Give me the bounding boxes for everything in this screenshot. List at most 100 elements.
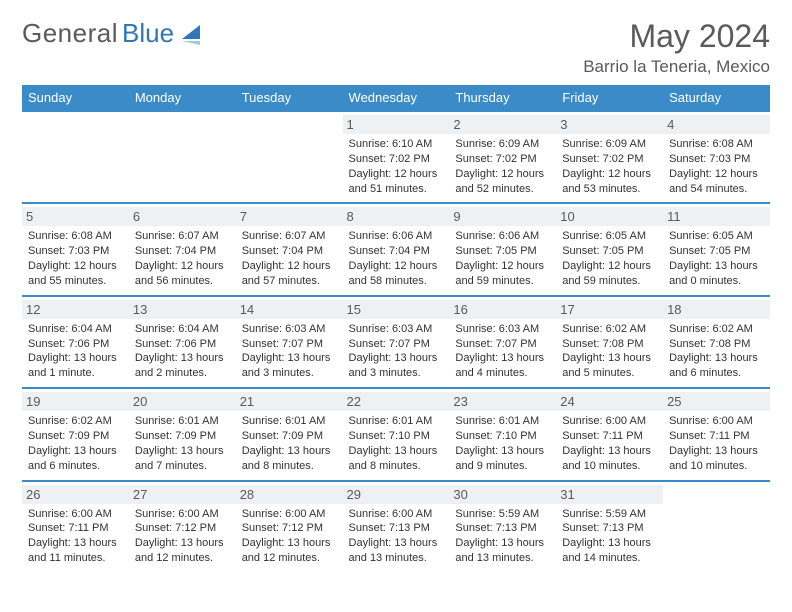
top-bar: GeneralBlue May 2024 Barrio la Teneria, … [22,18,770,77]
weekday-header: Monday [129,85,236,110]
day-cell: 20 Sunrise: 6:01 AMSunset: 7:09 PMDayligh… [129,387,236,479]
day-info: Sunrise: 6:00 AMSunset: 7:11 PMDaylight:… [669,414,764,473]
calendar-cell: 9Sunrise: 6:06 AMSunset: 7:05 PMDaylight… [449,202,556,294]
daylight-line: and 52 minutes. [455,182,550,197]
daylight-line: and 8 minutes. [349,459,444,474]
day-number: 20 [129,392,236,411]
day-cell: 30Sunrise: 5:59 AMSunset: 7:13 PMDayligh… [449,480,556,572]
daylight-line: Daylight: 13 hours [242,351,337,366]
calendar-cell: 12Sunrise: 6:04 AMSunset: 7:06 PMDayligh… [22,295,129,387]
sunrise-line: Sunrise: 6:09 AM [455,137,550,152]
daylight-line: Daylight: 12 hours [455,259,550,274]
calendar-cell: 22Sunrise: 6:01 AMSunset: 7:10 PMDayligh… [343,387,450,479]
day-number: 21 [236,392,343,411]
day-cell: 2Sunrise: 6:09 AMSunset: 7:02 PMDaylight… [449,110,556,202]
calendar-cell: 31Sunrise: 5:59 AMSunset: 7:13 PMDayligh… [556,480,663,572]
daylight-line: and 8 minutes. [242,459,337,474]
day-cell: 4Sunrise: 6:08 AMSunset: 7:03 PMDaylight… [663,110,770,202]
calendar-cell [129,110,236,202]
day-info: Sunrise: 6:09 AMSunset: 7:02 PMDaylight:… [562,137,657,196]
daylight-line: and 10 minutes. [562,459,657,474]
sunset-line: Sunset: 7:07 PM [349,337,444,352]
daylight-line: and 3 minutes. [349,366,444,381]
sunset-line: Sunset: 7:08 PM [669,337,764,352]
daylight-line: Daylight: 13 hours [455,536,550,551]
sunset-line: Sunset: 7:07 PM [455,337,550,352]
day-info: Sunrise: 6:01 AMSunset: 7:09 PMDaylight:… [135,414,230,473]
sunrise-line: Sunrise: 6:00 AM [669,414,764,429]
sunrise-line: Sunrise: 6:04 AM [28,322,123,337]
daylight-line: and 59 minutes. [562,274,657,289]
daylight-line: and 2 minutes. [135,366,230,381]
empty-cell [236,110,343,194]
sunset-line: Sunset: 7:13 PM [455,521,550,536]
sunrise-line: Sunrise: 6:01 AM [349,414,444,429]
day-cell: 25 Sunrise: 6:00 AMSunset: 7:11 PMDayligh… [663,387,770,479]
day-cell: 17Sunrise: 6:02 AMSunset: 7:08 PMDayligh… [556,295,663,387]
calendar-table: Sunday Monday Tuesday Wednesday Thursday… [22,85,770,572]
daylight-line: Daylight: 13 hours [562,444,657,459]
sunset-line: Sunset: 7:03 PM [669,152,764,167]
sunset-line: Sunset: 7:05 PM [562,244,657,259]
day-cell: 22Sunrise: 6:01 AMSunset: 7:10 PMDayligh… [343,387,450,479]
calendar-cell: 29Sunrise: 6:00 AMSunset: 7:13 PMDayligh… [343,480,450,572]
daylight-line: and 54 minutes. [669,182,764,197]
day-cell: 12Sunrise: 6:04 AMSunset: 7:06 PMDayligh… [22,295,129,387]
day-info: Sunrise: 6:01 AMSunset: 7:10 PMDaylight:… [455,414,550,473]
day-info: Sunrise: 6:08 AMSunset: 7:03 PMDaylight:… [28,229,123,288]
day-cell: 8Sunrise: 6:06 AMSunset: 7:04 PMDaylight… [343,202,450,294]
day-info: Sunrise: 6:05 AMSunset: 7:05 PMDaylight:… [669,229,764,288]
day-info: Sunrise: 6:01 AMSunset: 7:10 PMDaylight:… [349,414,444,473]
daylight-line: and 58 minutes. [349,274,444,289]
day-info: Sunrise: 6:02 AMSunset: 7:08 PMDaylight:… [562,322,657,381]
empty-cell [663,480,770,564]
daylight-line: Daylight: 12 hours [455,167,550,182]
day-cell: 23 Sunrise: 6:01 AMSunset: 7:10 PMDayligh… [449,387,556,479]
sunrise-line: Sunrise: 6:03 AM [349,322,444,337]
calendar-cell: 16Sunrise: 6:03 AMSunset: 7:07 PMDayligh… [449,295,556,387]
day-number: 24 [556,392,663,411]
daylight-line: Daylight: 12 hours [28,259,123,274]
day-number: 16 [449,300,556,319]
logo-text-gray: General [22,18,118,49]
calendar-page: GeneralBlue May 2024 Barrio la Teneria, … [0,0,792,582]
daylight-line: and 11 minutes. [28,551,123,566]
calendar-cell: 28Sunrise: 6:00 AMSunset: 7:12 PMDayligh… [236,480,343,572]
daylight-line: and 12 minutes. [135,551,230,566]
day-info: Sunrise: 6:00 AMSunset: 7:12 PMDaylight:… [242,507,337,566]
daylight-line: and 57 minutes. [242,274,337,289]
sunrise-line: Sunrise: 6:06 AM [349,229,444,244]
day-number: 30 [449,485,556,504]
day-cell: 5Sunrise: 6:08 AMSunset: 7:03 PMDaylight… [22,202,129,294]
daylight-line: Daylight: 13 hours [669,351,764,366]
calendar-cell: 18Sunrise: 6:02 AMSunset: 7:08 PMDayligh… [663,295,770,387]
day-number: 7 [236,207,343,226]
sunrise-line: Sunrise: 6:00 AM [349,507,444,522]
sunrise-line: Sunrise: 6:02 AM [28,414,123,429]
sunset-line: Sunset: 7:10 PM [455,429,550,444]
daylight-line: Daylight: 12 hours [562,259,657,274]
weekday-header: Friday [556,85,663,110]
day-number: 26 [22,485,129,504]
day-cell: 29Sunrise: 6:00 AMSunset: 7:13 PMDayligh… [343,480,450,572]
daylight-line: Daylight: 13 hours [349,351,444,366]
day-cell: 28Sunrise: 6:00 AMSunset: 7:12 PMDayligh… [236,480,343,572]
day-number: 9 [449,207,556,226]
sunrise-line: Sunrise: 6:07 AM [135,229,230,244]
calendar-cell [22,110,129,202]
sunrise-line: Sunrise: 6:03 AM [455,322,550,337]
weekday-header: Saturday [663,85,770,110]
daylight-line: and 12 minutes. [242,551,337,566]
sunrise-line: Sunrise: 5:59 AM [562,507,657,522]
daylight-line: and 6 minutes. [669,366,764,381]
sunrise-line: Sunrise: 6:01 AM [242,414,337,429]
calendar-cell: 2Sunrise: 6:09 AMSunset: 7:02 PMDaylight… [449,110,556,202]
day-number: 23 [449,392,556,411]
sunset-line: Sunset: 7:10 PM [349,429,444,444]
daylight-line: and 53 minutes. [562,182,657,197]
daylight-line: Daylight: 13 hours [242,444,337,459]
day-info: Sunrise: 6:06 AMSunset: 7:04 PMDaylight:… [349,229,444,288]
daylight-line: Daylight: 13 hours [135,444,230,459]
day-number: 25 [663,392,770,411]
day-info: Sunrise: 6:07 AMSunset: 7:04 PMDaylight:… [135,229,230,288]
